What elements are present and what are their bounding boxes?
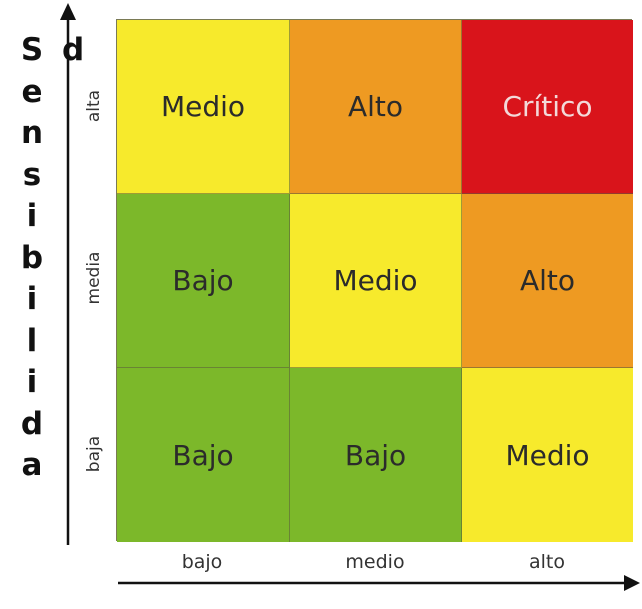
side-title-letter: b [20, 239, 44, 276]
matrix-cell-alta-medio: Alto [290, 20, 462, 194]
side-title-letter: d [20, 405, 44, 442]
x-tick-bajo: bajo [181, 551, 223, 573]
side-title-letter: i [26, 364, 38, 400]
side-title-letter: e [21, 73, 43, 110]
matrix-cell-baja-medio: Bajo [290, 368, 462, 542]
y-tick-baja: baja [84, 435, 104, 473]
matrix-cell-media-medio: Medio [290, 194, 462, 368]
y-tick-media: media [84, 251, 104, 305]
matrix-cell-baja-bajo: Bajo [117, 368, 290, 542]
side-title-letter: n [20, 115, 44, 151]
x-tick-medio: medio [345, 551, 405, 573]
y-tick-alta: alta [84, 89, 104, 123]
side-title-letter: S [20, 32, 44, 68]
matrix-cell-alta-alto: Crítico [462, 20, 633, 194]
x-tick-alto: alto [529, 551, 565, 573]
side-title: S e n s i b i l i d a [10, 30, 54, 487]
matrix-cell-media-bajo: Bajo [117, 194, 290, 368]
matrix-cell-baja-alto: Medio [462, 368, 633, 542]
side-title-letter: s [22, 156, 42, 193]
matrix-cell-media-alto: Alto [462, 194, 633, 368]
side-title-letter: a [21, 447, 43, 483]
side-title-letter: i [26, 281, 38, 317]
matrix-cell-alta-bajo: Medio [117, 20, 290, 194]
side-title-letter: i [26, 198, 38, 234]
risk-matrix: Medio Alto Crítico Bajo Medio Alto Bajo … [116, 19, 633, 542]
side-title-letter: l [26, 322, 38, 359]
y-axis-arrowhead [60, 3, 76, 20]
x-axis-arrowhead [624, 575, 640, 591]
